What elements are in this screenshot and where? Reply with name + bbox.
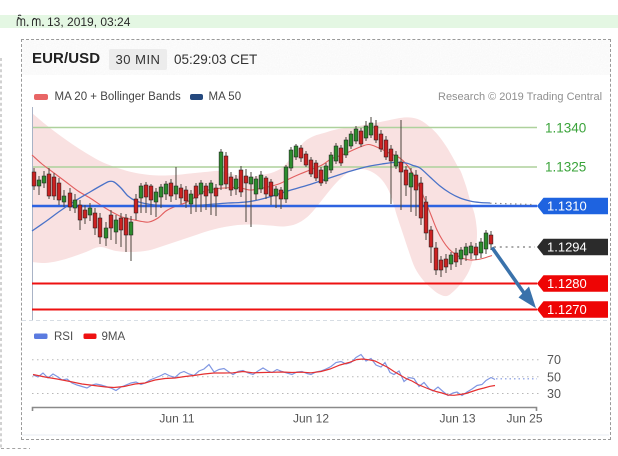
svg-text:1.1310: 1.1310 [547, 199, 587, 214]
svg-text:RSI: RSI [54, 331, 73, 343]
svg-text:Jun 11: Jun 11 [159, 412, 194, 426]
svg-text:Jun 13: Jun 13 [439, 412, 475, 426]
svg-text:1.1325: 1.1325 [545, 160, 586, 175]
svg-text:1.1294: 1.1294 [547, 240, 587, 255]
svg-text:1.1270: 1.1270 [547, 302, 587, 317]
svg-text:1.1340: 1.1340 [545, 121, 586, 136]
svg-text:Jun 12: Jun 12 [293, 412, 329, 426]
svg-text:1.1280: 1.1280 [547, 276, 587, 291]
svg-text:30: 30 [547, 387, 561, 401]
svg-text:9MA: 9MA [102, 331, 126, 343]
svg-text:70: 70 [547, 353, 561, 367]
svg-text:50: 50 [547, 370, 561, 384]
svg-text:Jun 25: Jun 25 [506, 412, 542, 426]
